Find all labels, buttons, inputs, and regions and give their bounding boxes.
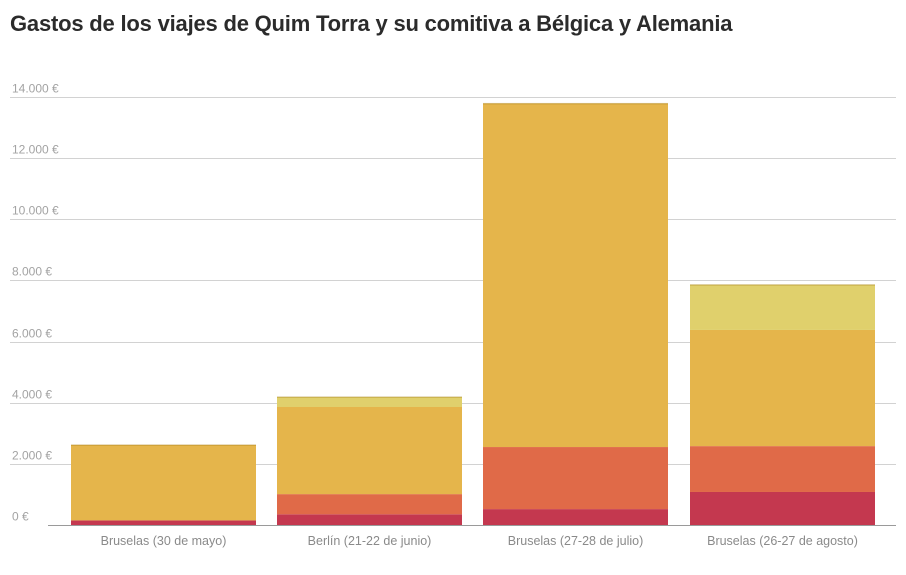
y-tick-label: 4.000 € — [12, 388, 52, 402]
bar-segment-1 — [277, 514, 462, 525]
bar-top-edge — [71, 444, 256, 446]
y-tick-label: 2.000 € — [12, 449, 52, 463]
y-tick-label: 12.000 € — [12, 143, 59, 157]
y-tick-label: 6.000 € — [12, 327, 52, 341]
x-tick-label: Bruselas (30 de mayo) — [101, 534, 227, 548]
y-tick-label: 0 € — [12, 510, 29, 524]
y-tick-label: 8.000 € — [12, 265, 52, 279]
bar-segment-1 — [71, 520, 256, 525]
bar-segment-3 — [71, 444, 256, 521]
bar-segment-2 — [277, 494, 462, 515]
bars — [71, 102, 875, 525]
bar-segment-3 — [277, 406, 462, 495]
x-tick-label: Bruselas (26-27 de agosto) — [707, 534, 858, 548]
bar-segment-4 — [277, 396, 462, 407]
y-tick-label: 10.000 € — [12, 204, 59, 218]
bar-segment-2 — [483, 447, 668, 510]
axes: 0 € 2.000 € 4.000 € 6.000 € 8.000 € 10.000 € 1… — [12, 82, 896, 548]
bar-segment-4 — [690, 284, 875, 330]
bar-top-edge — [690, 284, 875, 286]
bar-segment-3 — [483, 103, 668, 448]
y-tick-label: 14.000 € — [12, 82, 59, 96]
bar-segment-1 — [690, 491, 875, 525]
bar-segment-3 — [690, 329, 875, 447]
bar-top-edge — [483, 102, 668, 105]
bar-segment-1 — [483, 509, 668, 525]
chart-title: Gastos de los viajes de Quim Torra y su … — [10, 11, 733, 36]
bar-segment-2 — [690, 446, 875, 492]
x-tick-label: Bruselas (27-28 de julio) — [508, 534, 644, 548]
bar-top-edge — [277, 396, 462, 398]
x-tick-label: Berlín (21-22 de junio) — [308, 534, 432, 548]
